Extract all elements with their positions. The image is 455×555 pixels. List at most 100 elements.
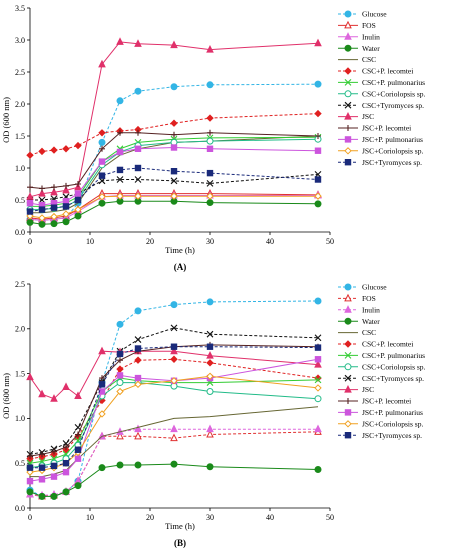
panel-b-data-point bbox=[116, 387, 124, 396]
panel-b-data-point bbox=[134, 461, 142, 469]
panel-a-data-point bbox=[134, 39, 142, 47]
panel-a-legend-entry: CSC+P. pulmonarius bbox=[362, 78, 425, 87]
panel-a-legend-marker bbox=[344, 79, 352, 86]
panel-a-legend-entry: CSC+Coriolopsis sp. bbox=[362, 89, 426, 98]
panel-b-data-point bbox=[38, 492, 46, 500]
panel-a-data-point bbox=[62, 185, 70, 194]
panel-a-legend-marker bbox=[344, 44, 352, 52]
panel-b-data-point bbox=[50, 473, 58, 480]
panel-b-series-line bbox=[29, 431, 319, 497]
panel-b-data-point bbox=[134, 336, 142, 343]
panel-b-y-tick-label: 0.5 bbox=[15, 459, 25, 468]
panel-a-data-point bbox=[74, 196, 82, 204]
panel-a-legend-entry: CSC+P. lecomtei bbox=[362, 67, 413, 76]
panel-b-legend-entry: Inulin bbox=[362, 305, 380, 314]
panel-b-data-point bbox=[38, 464, 46, 471]
panel-b-data-point bbox=[74, 482, 82, 490]
panel-b-data-point bbox=[116, 379, 124, 387]
panel-a-data-point bbox=[314, 147, 322, 154]
panel-b-series-13 bbox=[26, 343, 322, 471]
panel-b-data-point bbox=[26, 372, 34, 381]
panel-b-data-point bbox=[62, 488, 70, 496]
panel-a-data-point bbox=[38, 214, 46, 222]
panel-b-y-tick-label: 1.0 bbox=[15, 414, 25, 423]
panel-b-data-point bbox=[314, 360, 322, 368]
panel-a-data-point bbox=[170, 119, 178, 127]
panel-b-legend-marker bbox=[344, 363, 352, 371]
panel-b-data-point bbox=[170, 355, 178, 363]
panel-b-data-point bbox=[206, 330, 214, 338]
panel-a-series-5 bbox=[26, 109, 322, 159]
panel-a-series-line bbox=[29, 167, 319, 212]
panel-a-data-point bbox=[207, 129, 213, 136]
panel-b-data-point bbox=[116, 431, 124, 440]
panel-a-x-tick-label: 0 bbox=[28, 237, 32, 246]
panel-b-data-point bbox=[206, 463, 214, 471]
panel-a-y-tick-label: 1.5 bbox=[15, 132, 25, 141]
panel-a-data-point bbox=[98, 172, 106, 179]
panel-a-data-point bbox=[134, 87, 142, 95]
panel-b-data-point bbox=[314, 395, 322, 403]
panel-b-data-point bbox=[170, 324, 178, 332]
panel-b-data-point bbox=[134, 424, 142, 433]
panel-b-data-point bbox=[116, 461, 124, 469]
panel-a-legend-entry: Glucose bbox=[362, 10, 387, 19]
panel-a-data-point bbox=[62, 203, 70, 210]
panel-b-data-point bbox=[134, 356, 142, 364]
panel-b-y-tick-label: 0.0 bbox=[15, 504, 25, 513]
panel-a-legend-marker bbox=[344, 67, 352, 75]
panel-a-x-tick-label: 30 bbox=[206, 237, 214, 246]
panel-a-data-point bbox=[206, 145, 214, 153]
panel-b-legend-entry: JSC bbox=[362, 385, 374, 394]
panel-a-data-point bbox=[135, 129, 141, 136]
panel-b-legend-marker bbox=[344, 374, 352, 382]
panel-a-y-tick-label: 2.5 bbox=[15, 68, 25, 77]
panel-a-x-tick-label: 10 bbox=[86, 237, 94, 246]
panel-b-data-point bbox=[170, 433, 178, 442]
panel-a-data-point bbox=[98, 193, 106, 201]
panel-a-data-point bbox=[134, 192, 142, 200]
panel-b-data-point bbox=[62, 468, 70, 476]
panel-b-data-point bbox=[38, 476, 46, 483]
panel-b-x-tick-label: 50 bbox=[326, 513, 334, 522]
panel-b-legend-marker bbox=[345, 398, 351, 404]
panel-b-y-tick-label: 1.5 bbox=[15, 369, 25, 378]
panel-a-legend-entry: JSC+Coriolopsis sp. bbox=[362, 146, 423, 155]
panel-a-legend-marker bbox=[344, 111, 352, 120]
panel-b-legend-marker bbox=[344, 384, 352, 393]
panel-a-data-point bbox=[26, 200, 34, 207]
panel-a-legend-marker bbox=[344, 90, 352, 98]
panel-a-data-point bbox=[74, 205, 82, 214]
panel-b-data-point bbox=[206, 343, 214, 350]
panel-b-data-point bbox=[39, 451, 45, 458]
panel-a-data-point bbox=[50, 220, 58, 228]
panel-a-data-point bbox=[170, 83, 178, 91]
panel-a-data-point bbox=[134, 145, 142, 153]
panel-b-data-point bbox=[314, 376, 322, 384]
panel-b-legend-entry: FOS bbox=[362, 294, 376, 303]
panel-a-legend-marker bbox=[344, 147, 352, 155]
panel-b-data-point bbox=[170, 346, 178, 355]
panel-b-data-point bbox=[26, 477, 34, 485]
panel-a-data-point bbox=[62, 145, 70, 153]
panel-b-data-point bbox=[206, 388, 214, 396]
panel-b-data-point bbox=[314, 465, 322, 473]
panel-a-data-point bbox=[116, 192, 124, 200]
panel-a-data-point bbox=[206, 137, 214, 145]
panel-a-series-3 bbox=[26, 197, 322, 228]
panel-b-legend-entry: Glucose bbox=[362, 283, 387, 292]
panel-b-data-point bbox=[98, 388, 106, 395]
panel-a-data-point bbox=[314, 38, 322, 47]
panel-b-y-tick-label: 2.5 bbox=[15, 280, 25, 289]
panel-b-data-point bbox=[99, 375, 105, 382]
panel-a-data-point bbox=[206, 114, 214, 122]
panel-b-data-point bbox=[206, 372, 214, 380]
panel-b-legend-marker bbox=[344, 352, 352, 359]
panel-b-data-point bbox=[50, 462, 58, 470]
panel-a-legend-entry: JSC+P. lecomtei bbox=[362, 124, 411, 133]
panel-a-y-tick-label: 1.0 bbox=[15, 164, 25, 173]
panel-a-data-point bbox=[170, 168, 178, 175]
panel-b-series-8 bbox=[26, 324, 322, 458]
panel-b-x-tick-label: 30 bbox=[206, 513, 214, 522]
panel-b-legend-entry: CSC+Tyromyces sp. bbox=[362, 374, 424, 383]
